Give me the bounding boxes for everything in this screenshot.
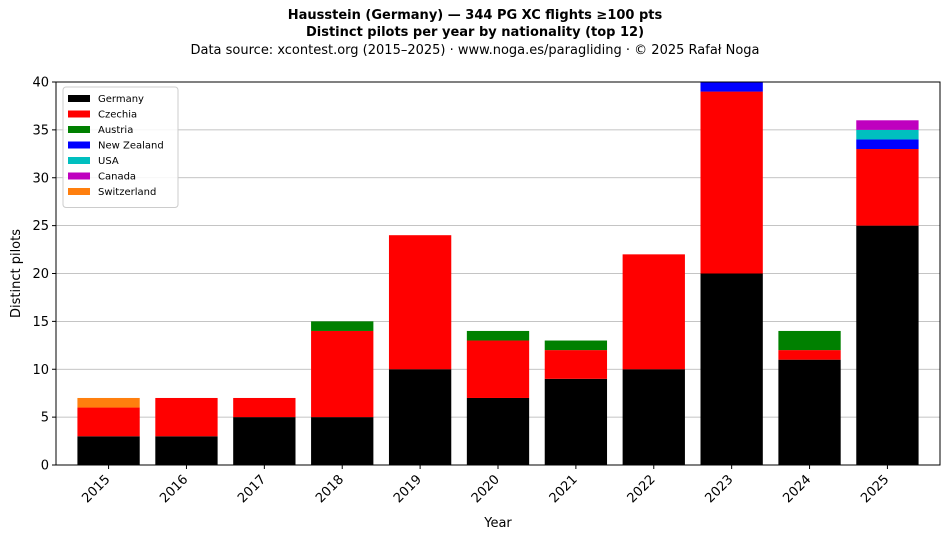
bar-2021-czechia	[544, 350, 608, 379]
legend-label: Austria	[98, 125, 133, 136]
legend-label: Canada	[98, 172, 136, 183]
bar-2018-germany	[311, 417, 374, 465]
bar-2021-austria	[544, 340, 608, 351]
y-tick-label: 30	[32, 171, 49, 186]
x-tick-label: 2022	[625, 472, 659, 506]
y-tick-label: 25	[32, 219, 49, 234]
bar-2025-czechia	[856, 149, 919, 226]
chart-title: Hausstein (Germany) — 344 PG XC flights …	[287, 8, 663, 23]
y-tick-label: 5	[41, 411, 49, 426]
y-axis-label: Distinct pilots	[9, 229, 24, 318]
x-tick-label: 2021	[547, 472, 581, 506]
x-tick-label: 2025	[858, 472, 892, 506]
bar-2015-germany	[77, 436, 140, 465]
legend-label: Germany	[98, 94, 144, 105]
legend-label: New Zealand	[98, 141, 164, 152]
bar-2025-new-zealand	[856, 139, 919, 150]
bar-2024-austria	[778, 330, 841, 351]
bar-2018-austria	[311, 321, 374, 331]
legend-swatch-czechia	[68, 110, 90, 118]
bar-2018-czechia	[311, 330, 374, 418]
bar-2015-czechia	[77, 407, 140, 437]
legend-label: Czechia	[98, 110, 137, 121]
bar-2022-germany	[622, 369, 685, 465]
x-tick-label: 2024	[780, 472, 814, 506]
bar-2025-germany	[856, 225, 919, 465]
bar-2025-usa	[856, 129, 919, 140]
bar-2023-czechia	[700, 91, 763, 274]
legend-swatch-switzerland	[68, 188, 90, 195]
y-tick-label: 35	[32, 123, 49, 138]
chart-source: Data source: xcontest.org (2015–2025) · …	[190, 43, 760, 58]
bars	[77, 82, 919, 465]
bar-2020-czechia	[466, 340, 530, 398]
chart-subtitle: Distinct pilots per year by nationality …	[305, 25, 645, 40]
legend-label: USA	[98, 156, 119, 167]
bar-2015-switzerland	[77, 397, 140, 408]
bar-2024-germany	[778, 359, 841, 465]
bar-2023-new-zealand	[700, 82, 763, 92]
x-tick-label: 2020	[469, 472, 503, 506]
bar-2016-germany	[155, 436, 218, 465]
x-tick-label: 2019	[391, 472, 425, 506]
legend-swatch-austria	[68, 126, 90, 133]
legend-swatch-canada	[68, 172, 90, 180]
bar-2021-germany	[544, 378, 608, 465]
x-tick-label: 2017	[235, 472, 269, 506]
y-tick-label: 40	[32, 76, 49, 91]
x-tick-label: 2016	[157, 472, 191, 506]
bar-2025-canada	[856, 120, 919, 130]
x-axis-label: Year	[483, 516, 512, 531]
legend-box	[62, 86, 179, 208]
legend-label: Switzerland	[98, 187, 156, 198]
bar-2020-germany	[466, 397, 530, 465]
legend-swatch-usa	[68, 157, 90, 164]
y-tick-label: 10	[32, 363, 49, 378]
y-tick-label: 0	[41, 459, 49, 474]
y-axis: 0 5 10 15 20 25 30 35 40	[32, 76, 56, 474]
bar-2023-germany	[700, 273, 763, 465]
legend-swatch-germany	[68, 95, 90, 102]
y-tick-label: 15	[32, 315, 49, 330]
bar-2017-germany	[233, 417, 296, 465]
bar-2017-czechia	[233, 397, 296, 418]
legend: Germany Czechia Austria New Zealand USA Canad…	[62, 86, 179, 208]
x-axis: 2015 2016 2017 2018 2019 2020 2021 2022 2023 2024…	[79, 465, 892, 506]
bar-2020-austria	[466, 330, 530, 341]
y-tick-label: 20	[32, 267, 49, 282]
x-tick-label: 2023	[702, 472, 736, 506]
legend-swatch-new-zealand	[68, 141, 90, 149]
bar-2022-czechia	[622, 254, 685, 370]
bar-2019-czechia	[388, 235, 452, 370]
x-tick-label: 2018	[313, 472, 347, 506]
bar-2019-germany	[388, 369, 452, 465]
bar-2016-czechia	[155, 397, 218, 437]
x-tick-label: 2015	[79, 472, 113, 506]
bar-2024-czechia	[778, 350, 841, 360]
